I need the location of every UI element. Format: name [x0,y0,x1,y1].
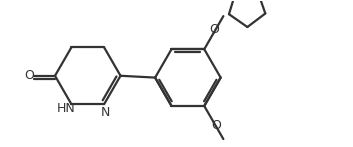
Text: O: O [209,23,219,36]
Text: HN: HN [56,102,75,115]
Text: N: N [100,106,110,119]
Text: O: O [211,119,221,132]
Text: O: O [25,69,35,82]
